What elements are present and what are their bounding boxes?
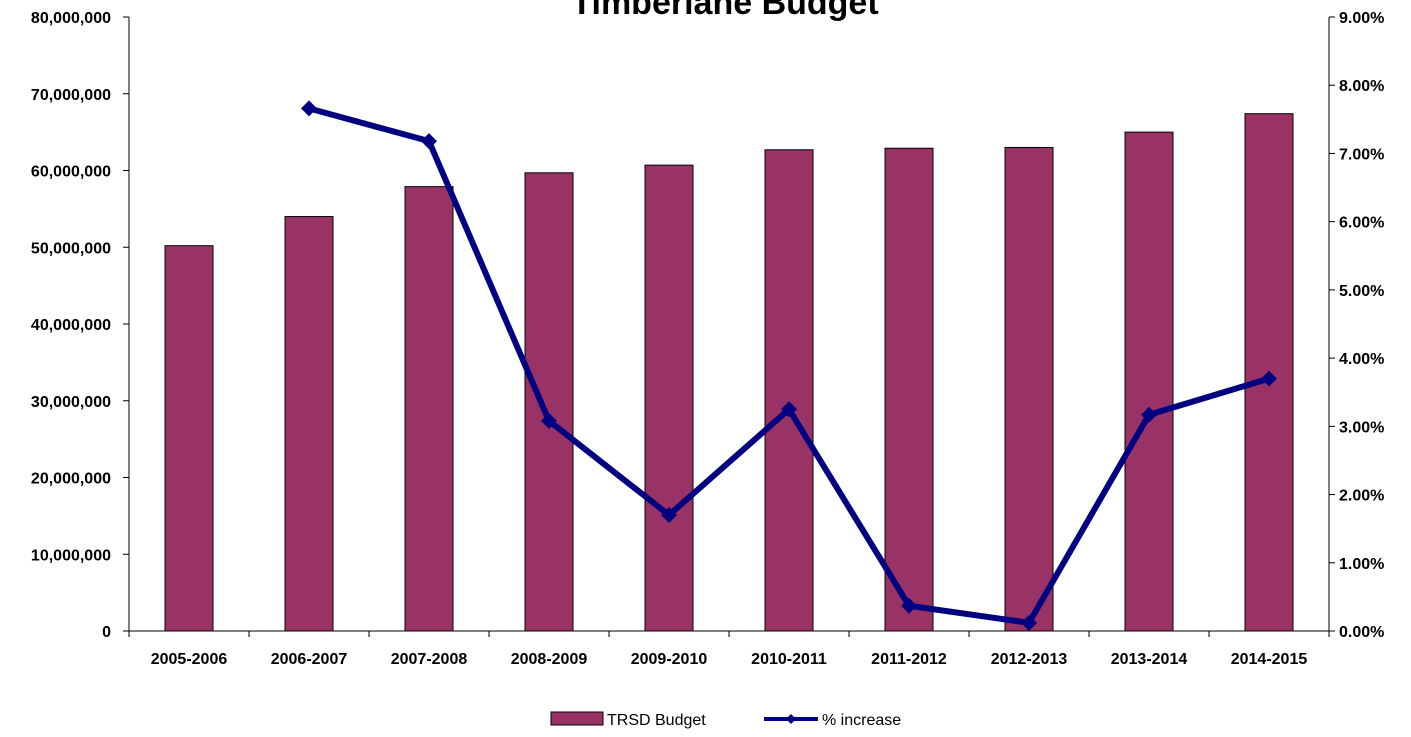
point-pct-2013-2014 [1141,406,1157,423]
axes-layer: 0 10,000,000 20,000,000 30,000,000 40,000,00… [31,10,1384,668]
x-tick-label: 2005-2006 [151,651,228,668]
x-tick-label: 2011-2012 [871,651,947,668]
x-tick-label: 2013-2014 [1111,651,1188,668]
bars-layer [164,113,1294,632]
y-right-tick-label: 0.00% [1339,624,1384,641]
y-right-tick-label: 4.00% [1339,351,1384,368]
legend: TRSD Budget % increase [550,711,901,729]
bar-2008-2009 [524,172,574,632]
bar-2006-2007 [284,216,334,632]
legend-swatch-budget [550,711,604,726]
point-pct-2006-2007 [301,100,317,117]
point-pct-2008-2009 [541,412,557,429]
y-right-tick-label: 6.00% [1339,215,1384,232]
point-pct-2009-2010 [661,507,677,524]
point-pct-2007-2008 [421,133,437,150]
x-tick-label: 2010-2011 [751,651,827,668]
y-right-tick-label: 2.00% [1339,488,1384,505]
y-left-tick-label: 80,000,000 [31,10,111,27]
point-pct-2010-2011 [781,401,797,418]
y-right-tick-label: 3.00% [1339,419,1384,436]
x-tick-label: 2007-2008 [391,651,468,668]
y-left-tick-label: 40,000,000 [31,317,111,334]
x-tick-label: 2012-2013 [991,651,1068,668]
x-tick-label: 2009-2010 [631,651,708,668]
legend-label-pct: % increase [822,712,901,729]
y-left-tick-label: 20,000,000 [31,471,111,488]
bar-2010-2011 [764,149,814,632]
bar-2013-2014 [1124,131,1174,632]
y-right-tick-label: 7.00% [1339,146,1384,163]
y-left-tick-label: 50,000,000 [31,240,111,257]
y-right-tick-label: 8.00% [1339,78,1384,95]
bar-2005-2006 [164,245,214,632]
x-tick-label: 2014-2015 [1231,651,1308,668]
point-pct-2012-2013 [1021,614,1037,631]
x-tick-label: 2006-2007 [271,651,348,668]
y-left-tick-label: 30,000,000 [31,394,111,411]
line-layer [301,100,1277,631]
y-right-tick-label: 9.00% [1339,10,1384,27]
bar-2009-2010 [644,164,694,632]
y-right-tick-label: 1.00% [1339,556,1384,573]
y-left-tick-label: 10,000,000 [31,547,111,564]
y-right-tick-label: 5.00% [1339,283,1384,300]
legend-label-budget: TRSD Budget [607,712,706,729]
point-pct-2011-2012 [901,597,917,614]
x-tick-label: 2008-2009 [511,651,588,668]
y-left-tick-label: 60,000,000 [31,164,111,181]
bar-2011-2012 [884,147,934,632]
bar-2007-2008 [404,186,454,632]
y-left-tick-label: 0 [102,624,111,641]
bar-2012-2013 [1004,146,1054,632]
legend-marker-pct [786,714,796,724]
point-pct-2014-2015 [1261,370,1277,387]
y-left-tick-label: 70,000,000 [31,87,111,104]
chart-title: Timberlane Budget [571,0,878,22]
